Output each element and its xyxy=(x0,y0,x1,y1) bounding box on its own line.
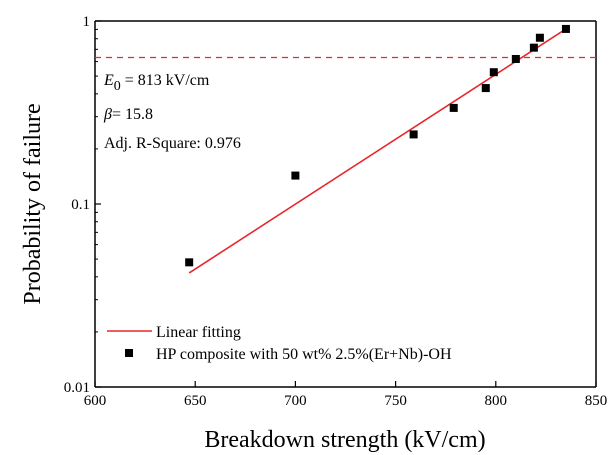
legend: Linear fitting HP composite with 50 wt% … xyxy=(107,324,452,363)
annotation-e0: E0 = 813 kV/cm xyxy=(103,72,210,94)
x-tick-label: 850 xyxy=(585,393,608,409)
data-point xyxy=(511,54,520,63)
data-point xyxy=(561,24,570,33)
legend-point-swatch xyxy=(125,349,133,357)
x-tick-label: 700 xyxy=(284,393,307,409)
legend-fit-label: Linear fitting xyxy=(156,324,241,341)
data-point xyxy=(481,84,490,93)
e0-value: = 813 kV/cm xyxy=(121,72,210,89)
x-axis-title: Breakdown strength (kV/cm) xyxy=(204,427,485,453)
data-point xyxy=(535,33,544,42)
data-points xyxy=(185,24,570,267)
annotations: E0 = 813 kV/cm β= 15.8 Adj. R-Square: 0.… xyxy=(103,72,241,152)
x-ticks: 600 650 700 750 800 850 xyxy=(84,381,608,409)
e0-symbol: E xyxy=(103,72,114,89)
x-tick-label: 600 xyxy=(84,393,107,409)
y-tick-label: 1 xyxy=(83,14,91,30)
data-point xyxy=(291,171,300,180)
data-point xyxy=(409,130,418,139)
data-point xyxy=(185,258,194,267)
x-tick-label: 800 xyxy=(485,393,508,409)
y-tick-label: 0.1 xyxy=(71,197,90,213)
legend-point-label: HP composite with 50 wt% 2.5%(Er+Nb)-OH xyxy=(156,346,452,363)
beta-value: = 15.8 xyxy=(112,106,153,123)
annotation-beta: β= 15.8 xyxy=(103,106,153,123)
x-tick-label: 750 xyxy=(384,393,407,409)
y-ticks: 0.01 0.1 1 xyxy=(64,14,101,396)
fit-line xyxy=(188,28,567,274)
data-point xyxy=(529,43,538,52)
data-point xyxy=(449,103,458,112)
x-tick-label: 650 xyxy=(184,393,207,409)
data-point xyxy=(489,68,498,77)
y-axis-title: Probability of failure xyxy=(20,103,46,304)
beta-symbol: β xyxy=(103,106,112,123)
annotation-r-square: Adj. R-Square: 0.976 xyxy=(104,135,241,152)
y-tick-label: 0.01 xyxy=(64,380,90,396)
e0-subscript: 0 xyxy=(114,79,121,94)
plot-area xyxy=(94,20,597,388)
